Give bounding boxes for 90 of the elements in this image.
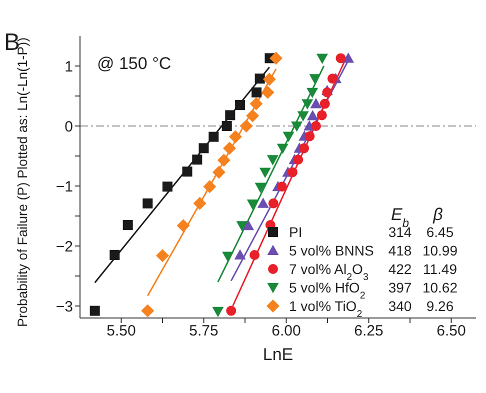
- y-tick-label: 1: [64, 58, 73, 76]
- point: [250, 97, 263, 110]
- point: [212, 306, 224, 318]
- y-tick-label: −3: [56, 298, 73, 316]
- point: [182, 166, 192, 177]
- point: [222, 252, 234, 262]
- point: [320, 98, 330, 109]
- point: [246, 200, 258, 210]
- point: [276, 144, 288, 154]
- point: [327, 74, 338, 84]
- point: [228, 130, 242, 144]
- point: [293, 154, 304, 165]
- point: [310, 121, 321, 131]
- x-axis-title: LnE: [262, 345, 294, 364]
- legend-label: 5 vol% BNNS: [289, 242, 374, 258]
- x-tick-label: 6.00: [272, 322, 301, 340]
- x-tick-label: 6.50: [436, 322, 466, 340]
- x-tick-label: 5.50: [106, 322, 136, 340]
- point: [176, 219, 190, 232]
- annotation: 340: [388, 298, 412, 314]
- point: [212, 166, 226, 179]
- point: [316, 54, 328, 64]
- point: [282, 132, 294, 142]
- annotation: 10.62: [422, 280, 458, 296]
- point: [304, 131, 315, 142]
- annotation: @ 150 °C: [97, 54, 172, 73]
- point: [142, 198, 153, 208]
- point: [254, 74, 265, 84]
- point: [226, 306, 236, 316]
- annotation: 9.26: [426, 298, 454, 314]
- point: [266, 155, 278, 166]
- point: [217, 154, 230, 167]
- point: [235, 100, 246, 110]
- point: [225, 110, 236, 120]
- point: [252, 87, 262, 98]
- point: [110, 250, 120, 260]
- annotation: β: [432, 205, 444, 224]
- point: [162, 182, 172, 192]
- point: [222, 121, 232, 131]
- point: [291, 122, 303, 132]
- point: [257, 198, 269, 208]
- y-tick-label: −1: [56, 178, 73, 196]
- annotation: 397: [388, 280, 412, 296]
- point: [236, 221, 248, 232]
- x-tick-label: 5.75: [189, 322, 218, 340]
- point: [302, 99, 314, 110]
- legend-label: PI: [289, 224, 302, 240]
- point: [192, 154, 202, 165]
- x-tick-label: 6.25: [354, 322, 384, 340]
- point: [288, 167, 298, 178]
- y-tick-label: 0: [64, 118, 73, 136]
- point: [208, 132, 219, 142]
- point: [222, 142, 236, 155]
- point: [306, 88, 318, 98]
- annotation: 418: [388, 242, 412, 258]
- point: [234, 249, 246, 260]
- annotation: 11.49: [423, 261, 458, 277]
- point: [299, 143, 310, 154]
- point: [259, 168, 271, 178]
- point: [270, 52, 283, 65]
- point: [246, 109, 260, 122]
- point: [336, 53, 346, 64]
- point: [193, 196, 206, 210]
- point: [141, 304, 154, 318]
- point: [242, 220, 254, 230]
- point: [297, 111, 309, 122]
- point: [316, 110, 327, 120]
- legend-label: 7 vol% Al$_{2}$O$_{3}$: [289, 261, 369, 282]
- annotation: 422: [388, 261, 412, 277]
- point: [254, 182, 266, 193]
- point: [122, 220, 133, 230]
- point: [250, 250, 260, 260]
- point: [156, 249, 169, 262]
- point: [198, 143, 209, 154]
- point: [268, 198, 278, 208]
- point: [262, 72, 276, 86]
- point: [310, 98, 322, 108]
- point: [90, 306, 100, 316]
- annotation: 6.45: [426, 224, 454, 240]
- point: [309, 74, 321, 84]
- annotation: 10.99: [422, 242, 458, 258]
- legend-label: 5 vol% HfO$_{2}$: [289, 280, 366, 301]
- point: [306, 110, 318, 120]
- point: [322, 87, 332, 98]
- point: [203, 180, 216, 194]
- point: [261, 86, 274, 99]
- legend-label: 1 vol% TiO$_{2}$: [289, 298, 362, 320]
- y-tick-label: −2: [56, 238, 73, 256]
- point: [276, 182, 287, 192]
- point: [240, 120, 253, 132]
